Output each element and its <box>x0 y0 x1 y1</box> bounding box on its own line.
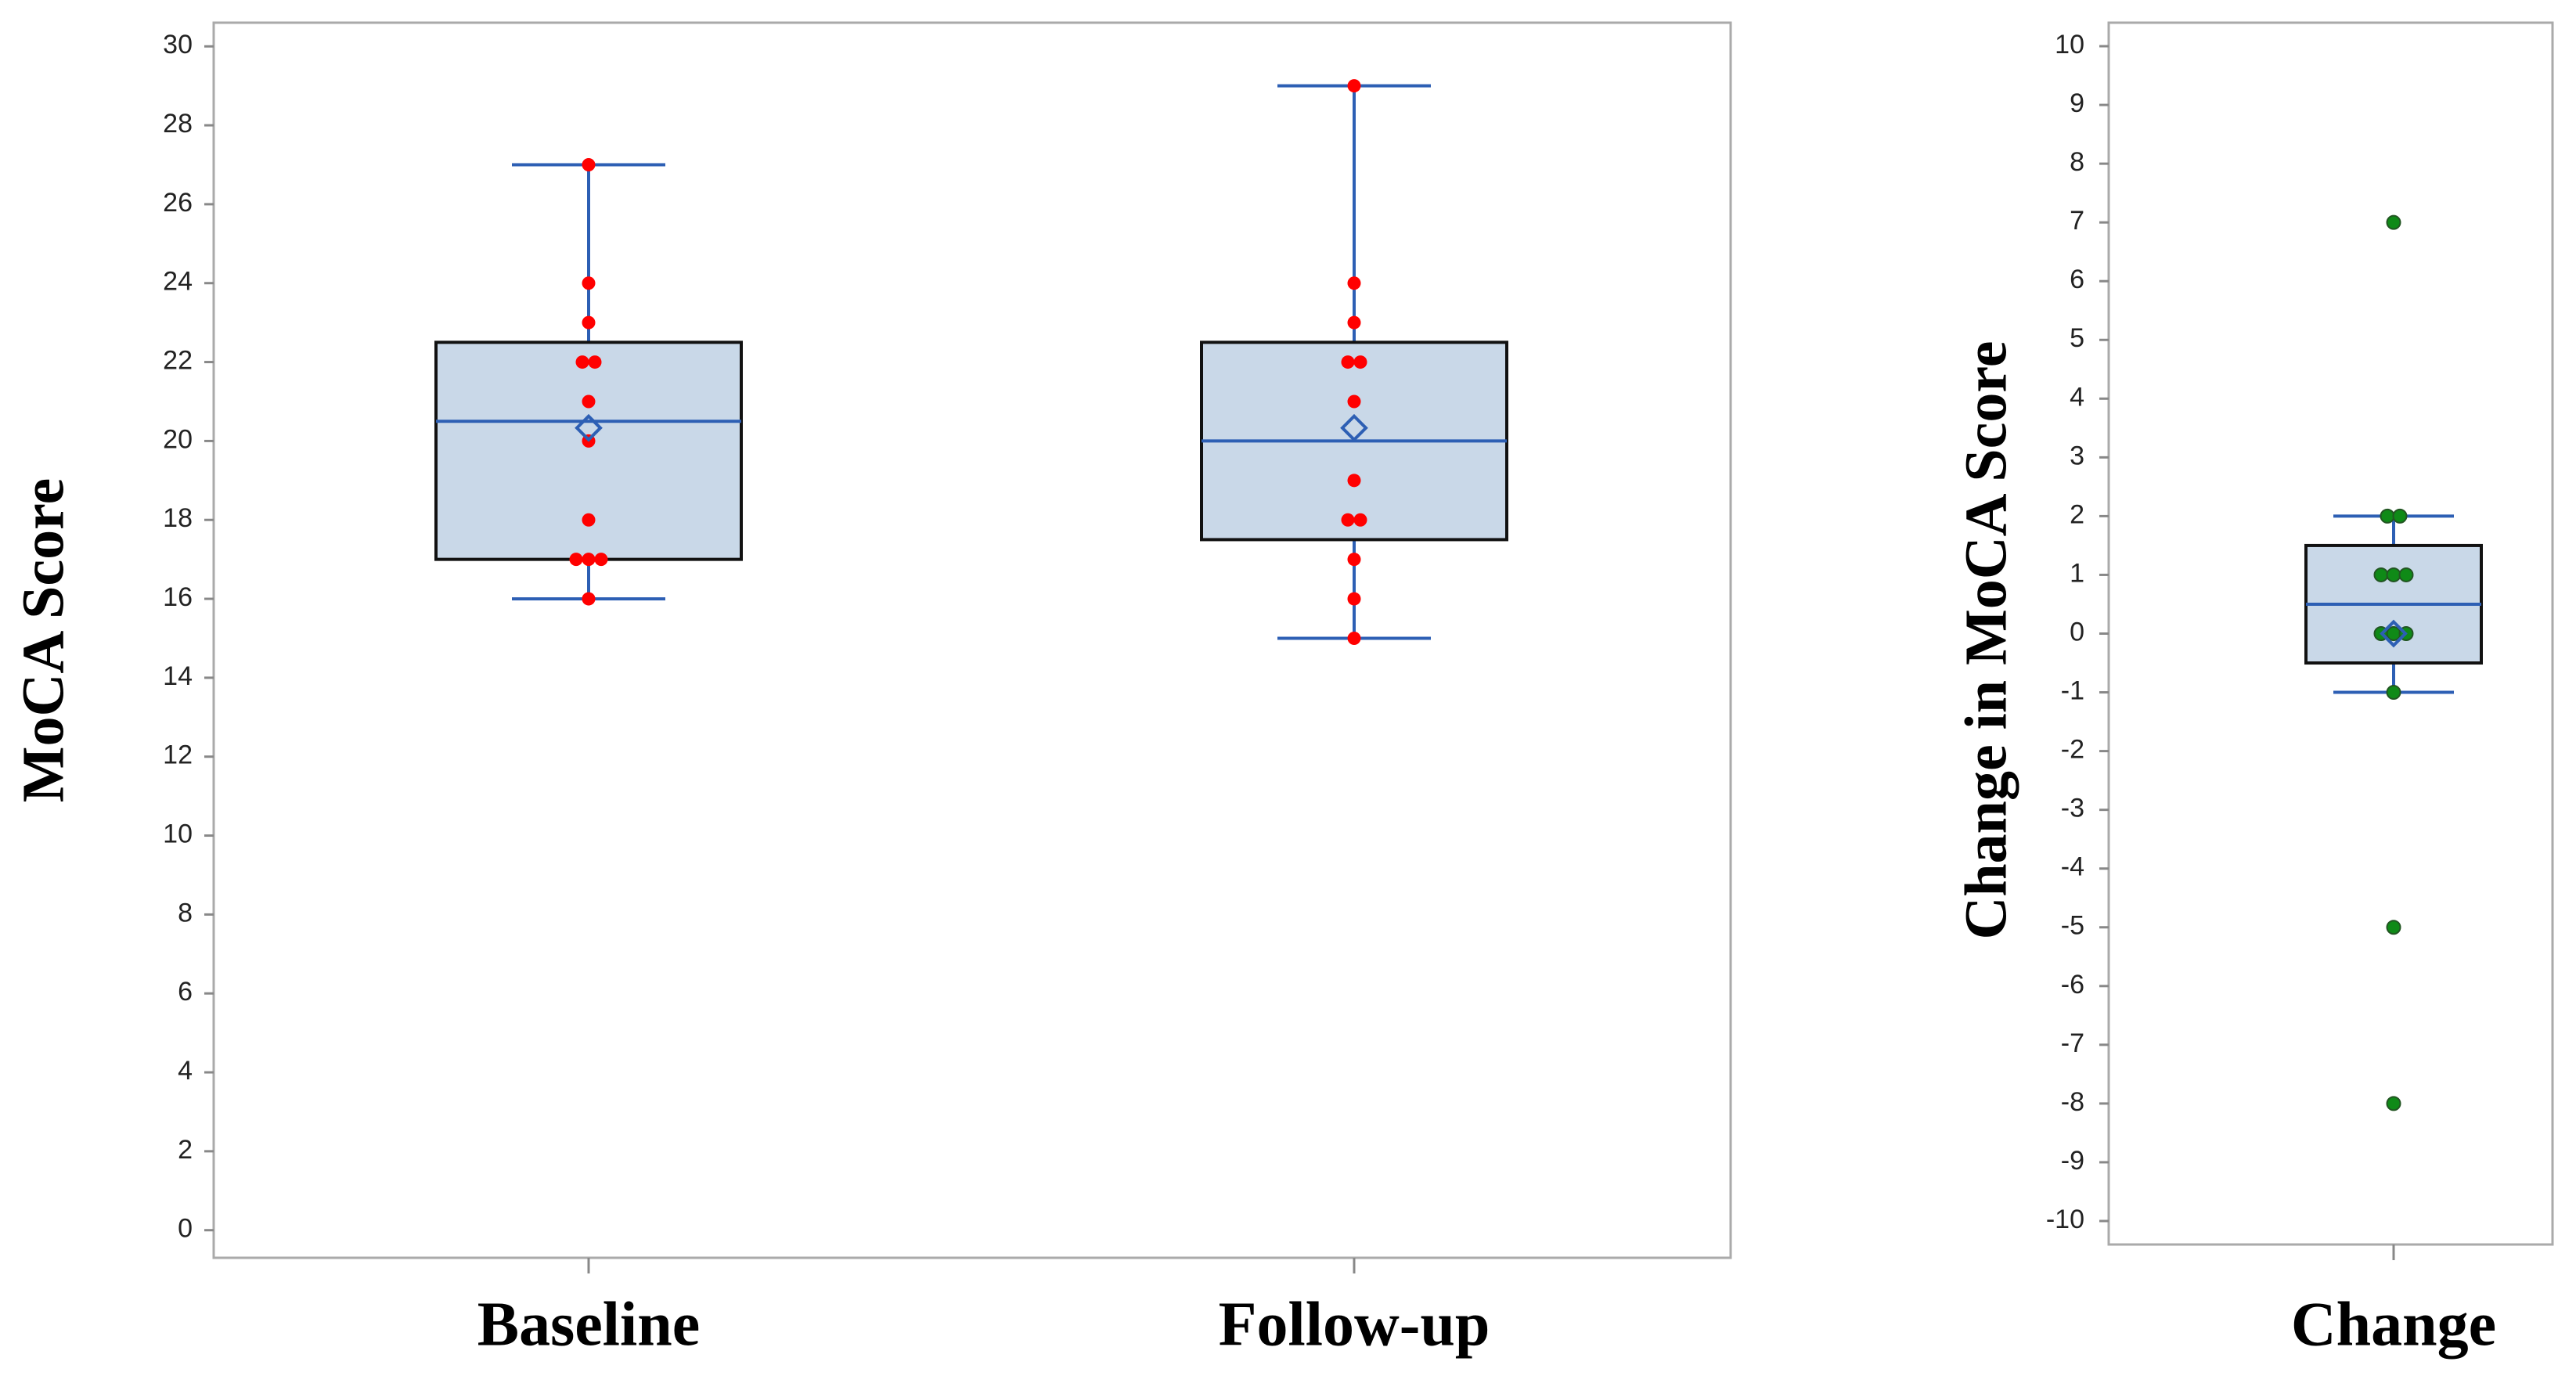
data-point <box>1347 553 1361 567</box>
y-tick-label: 3 <box>2070 441 2084 470</box>
y-tick-label: 14 <box>163 661 193 691</box>
data-point <box>1341 355 1355 369</box>
x-tick-label: Follow-up <box>1219 1290 1490 1359</box>
y-tick-label: 22 <box>163 346 193 376</box>
y-tick-label: 24 <box>163 267 193 297</box>
data-point <box>2386 214 2401 230</box>
y-tick-label: -4 <box>2061 852 2084 882</box>
y-tick-label: 2 <box>2070 499 2084 529</box>
y-tick-label: 10 <box>2055 30 2084 59</box>
data-point <box>582 315 596 330</box>
data-point <box>582 592 596 606</box>
y-tick-label: -1 <box>2061 676 2084 706</box>
y-tick-label: 9 <box>2070 88 2084 118</box>
data-point <box>2380 508 2395 524</box>
data-point <box>594 553 608 567</box>
data-point <box>2386 685 2401 701</box>
data-point <box>582 276 596 290</box>
y-tick-label: 12 <box>163 740 193 770</box>
data-point <box>2386 626 2401 641</box>
data-point <box>582 157 596 171</box>
y-tick-label: 28 <box>163 109 193 139</box>
data-point <box>569 553 583 567</box>
data-point <box>588 355 602 369</box>
data-point <box>2373 567 2389 582</box>
data-point <box>582 553 596 567</box>
y-tick-label: 10 <box>163 819 193 849</box>
box <box>434 340 743 561</box>
y-axis-title: Change in MoCA Score <box>1953 341 2019 940</box>
y-tick-label: 1 <box>2070 558 2084 588</box>
y-tick-label: 8 <box>2070 147 2084 177</box>
data-point <box>1347 315 1361 330</box>
y-tick-label: 5 <box>2070 323 2084 353</box>
mean-marker <box>1340 413 1368 442</box>
data-point <box>1347 394 1361 409</box>
y-tick-label: 6 <box>178 977 193 1007</box>
y-tick-label: -8 <box>2061 1087 2084 1117</box>
y-tick-label: 8 <box>178 898 193 928</box>
y-axis-title: MoCA Score <box>10 478 76 802</box>
y-tick-label: 0 <box>178 1214 193 1244</box>
data-point <box>2386 1096 2401 1111</box>
y-tick-label: -6 <box>2061 970 2084 1000</box>
mean-marker <box>575 413 603 442</box>
data-point <box>2386 567 2401 582</box>
y-tick-label: -9 <box>2061 1146 2084 1176</box>
y-tick-label: 18 <box>163 503 193 533</box>
data-point <box>2398 567 2414 582</box>
y-tick-label: 4 <box>2070 382 2084 412</box>
data-point <box>1353 355 1367 369</box>
data-point <box>1347 592 1361 606</box>
y-tick-label: 16 <box>163 582 193 612</box>
y-tick-label: 0 <box>2070 617 2084 647</box>
y-tick-label: -2 <box>2061 735 2084 765</box>
data-point <box>1347 79 1361 93</box>
data-point <box>1347 474 1361 488</box>
y-tick-label: -10 <box>2046 1205 2084 1234</box>
data-point <box>2386 920 2401 935</box>
mean-marker <box>2380 619 2408 648</box>
data-point <box>1341 513 1355 527</box>
data-point <box>1347 631 1361 645</box>
y-tick-label: 4 <box>178 1056 193 1086</box>
data-point <box>582 513 596 527</box>
y-tick-label: -3 <box>2061 794 2084 823</box>
y-tick-label: -5 <box>2061 911 2084 941</box>
plot-frame <box>212 21 1732 1259</box>
x-tick-label: Change <box>2291 1290 2496 1359</box>
data-point <box>2392 508 2408 524</box>
y-tick-label: 6 <box>2070 265 2084 294</box>
data-point <box>1353 513 1367 527</box>
x-tick-label: Baseline <box>477 1290 700 1359</box>
y-tick-label: 26 <box>163 188 193 218</box>
y-tick-label: 30 <box>163 30 193 59</box>
y-tick-label: -7 <box>2061 1028 2084 1058</box>
data-point <box>575 355 589 369</box>
data-point <box>1347 276 1361 290</box>
y-tick-label: 7 <box>2070 206 2084 236</box>
y-tick-label: 2 <box>178 1135 193 1165</box>
y-tick-label: 20 <box>163 424 193 454</box>
data-point <box>582 394 596 409</box>
